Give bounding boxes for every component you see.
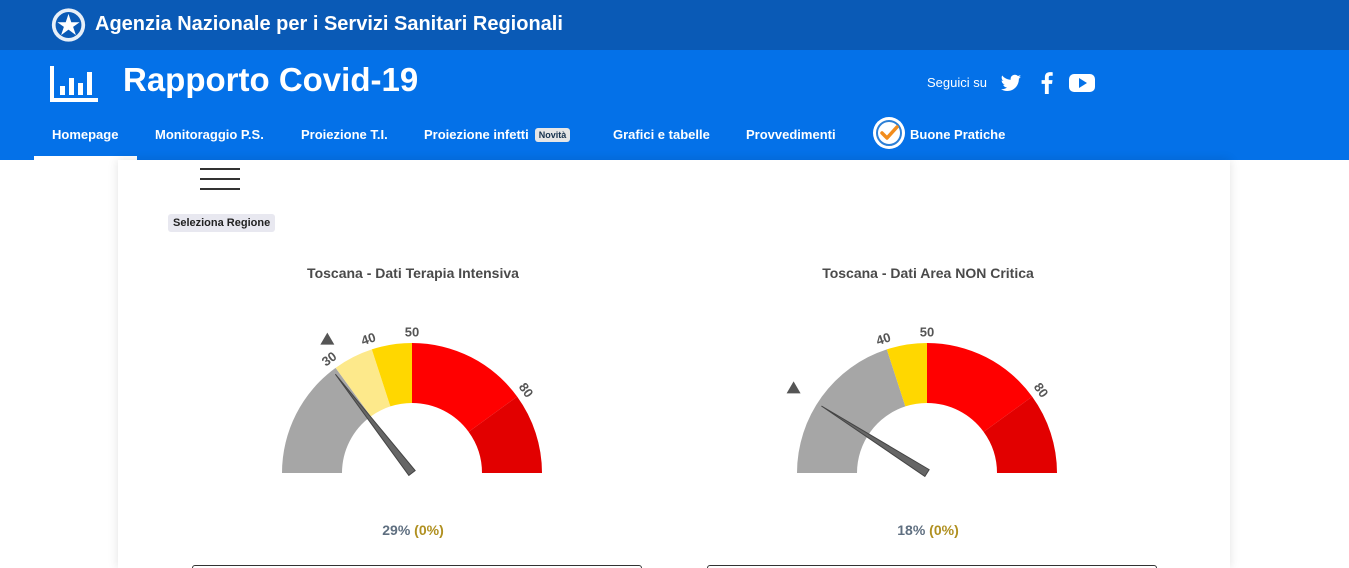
new-badge: Novità (534, 128, 571, 142)
gauge-percent: 29% (382, 522, 411, 538)
nav-active-indicator (34, 156, 137, 160)
gauge-band-1 (886, 343, 927, 407)
facebook-icon[interactable] (1036, 72, 1056, 94)
gauge-band-0 (282, 367, 371, 473)
gauge-band-2 (371, 343, 412, 407)
gauge-tick-label-0: 40 (874, 329, 892, 348)
bar-chart-logo-icon[interactable] (48, 64, 100, 104)
nav-provvedimenti[interactable]: Provvedimenti (746, 127, 836, 142)
gauge-tick-label-1: 40 (359, 329, 377, 348)
gauge-band-3 (412, 343, 518, 432)
gauge-tick-label-1: 50 (920, 324, 934, 339)
nav-proiezione-infetti-group[interactable]: Proiezione infetti Novità (424, 127, 571, 142)
details-table-right (707, 565, 1157, 568)
menu-icon[interactable] (200, 168, 240, 192)
nav-homepage[interactable]: Homepage (52, 127, 119, 142)
gauge-band-1 (335, 349, 391, 417)
chart-title-area-non-critica: Toscana - Dati Area NON Critica (822, 265, 1034, 281)
italian-republic-emblem-icon (51, 8, 86, 42)
nav-monitoraggio-ps[interactable]: Monitoraggio P.S. (155, 127, 264, 142)
gauge-percent: 18% (897, 522, 926, 538)
gauge-band-3 (983, 396, 1057, 473)
buone-pratiche-logo-icon[interactable] (873, 117, 905, 149)
gauge-terapia-intensiva: 30 40 50 80 (282, 324, 542, 477)
chart-title-terapia-intensiva: Toscana - Dati Terapia Intensiva (307, 265, 519, 281)
gauge-tick-label-2: 50 (405, 324, 419, 339)
gauge-tick-label-0: 30 (319, 349, 340, 370)
details-table-left (192, 565, 642, 568)
nav-grafici-e-tabelle[interactable]: Grafici e tabelle (613, 127, 710, 142)
site-title[interactable]: Rapporto Covid-19 (123, 61, 419, 98)
content-panel (118, 160, 1230, 568)
agency-bar: Agenzia Nazionale per i Servizi Sanitari… (0, 0, 1349, 50)
select-region-button[interactable]: Seleziona Regione (168, 214, 276, 232)
nav-buone-pratiche[interactable]: Buone Pratiche (910, 127, 1006, 142)
gauge-marker (320, 332, 335, 345)
gauge-tick-label-3: 80 (516, 380, 537, 401)
twitter-icon[interactable] (1000, 72, 1022, 94)
gauge-band-0 (797, 349, 906, 473)
site-header: Rapporto Covid-19 Seguici su Homepage Mo… (0, 50, 1349, 160)
gauge-value-area-non-critica: 18% (0%) (897, 522, 958, 538)
gauge-needle (334, 373, 416, 477)
gauge-tick-label-2: 80 (1031, 380, 1052, 401)
nav-proiezione-infetti[interactable]: Proiezione infetti (424, 127, 529, 142)
social-label: Seguici su (927, 75, 987, 90)
gauge-band-4 (468, 396, 542, 473)
nav-proiezione-ti[interactable]: Proiezione T.I. (301, 127, 388, 142)
gauge-delta: (0%) (414, 522, 444, 538)
gauge-marker (786, 381, 801, 394)
gauge-delta: (0%) (929, 522, 959, 538)
youtube-icon[interactable] (1069, 72, 1095, 94)
gauge-needle (821, 405, 930, 478)
gauge-band-2 (927, 343, 1033, 432)
agency-title[interactable]: Agenzia Nazionale per i Servizi Sanitari… (95, 13, 563, 35)
gauge-area-non-critica: 40 50 80 (786, 324, 1057, 478)
gauge-value-terapia-intensiva: 29% (0%) (382, 522, 443, 538)
